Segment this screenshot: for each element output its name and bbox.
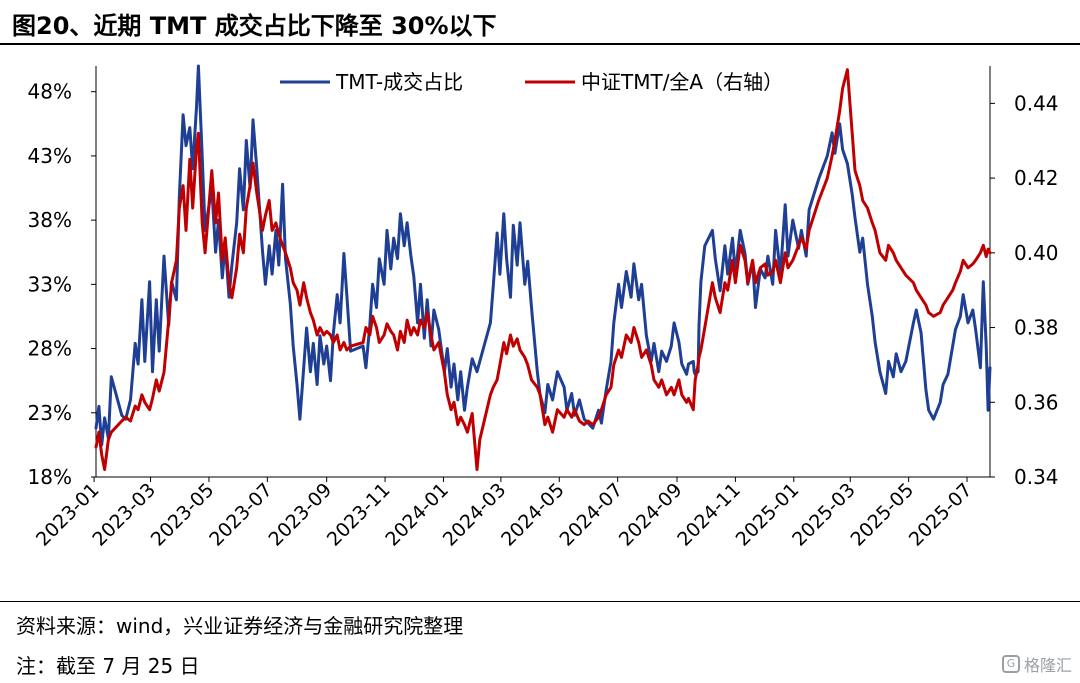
source-note: 资料来源：wind，兴业证券经济与金融研究院整理 [16,614,464,638]
left-tick-label: 18% [28,465,72,489]
left-tick-label: 33% [28,272,72,296]
tmt-turnover-share-line [94,64,992,447]
x-tick-label: 2023-07 [205,479,277,551]
x-tick-label: 2023-03 [88,479,160,551]
tmt-to-all-a-ratio-line [94,68,992,471]
legend-label: 中证TMT/全A（右轴） [581,70,783,94]
right-tick-label: 0.34 [1014,465,1059,489]
x-tick-label: 2023-11 [323,479,395,551]
date-note: 注：截至 7 月 25 日 [16,654,200,678]
x-tick-label: 2023-09 [265,479,337,551]
right-tick-label: 0.36 [1014,390,1059,414]
x-tick-label: 2024-05 [497,479,569,551]
left-tick-label: 38% [28,208,72,232]
legend-label: TMT-成交占比 [335,70,463,94]
left-tick-label: 43% [28,144,72,168]
left-tick-label: 28% [28,337,72,361]
right-tick-label: 0.44 [1014,91,1059,115]
x-tick-label: 2025-05 [846,479,918,551]
right-tick-label: 0.40 [1014,241,1059,265]
title-rule [0,43,1080,45]
x-tick-label: 2025-07 [905,479,977,551]
left-tick-label: 23% [28,401,72,425]
x-tick-label: 2024-07 [556,479,628,551]
x-tick-label: 2024-03 [439,479,511,551]
x-tick-label: 2023-05 [147,479,219,551]
footer-rule [0,601,1080,602]
x-tick-label: 2024-09 [615,479,687,551]
chart-lines [94,64,992,471]
x-tick-label: 2024-11 [673,479,745,551]
chart-legend: TMT-成交占比 中证TMT/全A（右轴） [280,70,783,94]
gelonghui-logo-icon: G [1001,655,1020,673]
x-tick-label: 2025-03 [788,479,860,551]
watermark-text: 格隆汇 [1023,656,1072,675]
tmt-turnover-chart: 18% 23% 28% 33% 38% 43% 48% 0.34 0.36 0.38 0.40 0.4… [28,64,1059,551]
figure-title: 图20、近期 TMT 成交占比下降至 30%以下 [12,12,497,40]
right-tick-label: 0.38 [1014,316,1059,340]
right-tick-label: 0.42 [1014,166,1059,190]
watermark: G 格隆汇 [1001,652,1072,676]
left-tick-label: 48% [28,80,72,104]
